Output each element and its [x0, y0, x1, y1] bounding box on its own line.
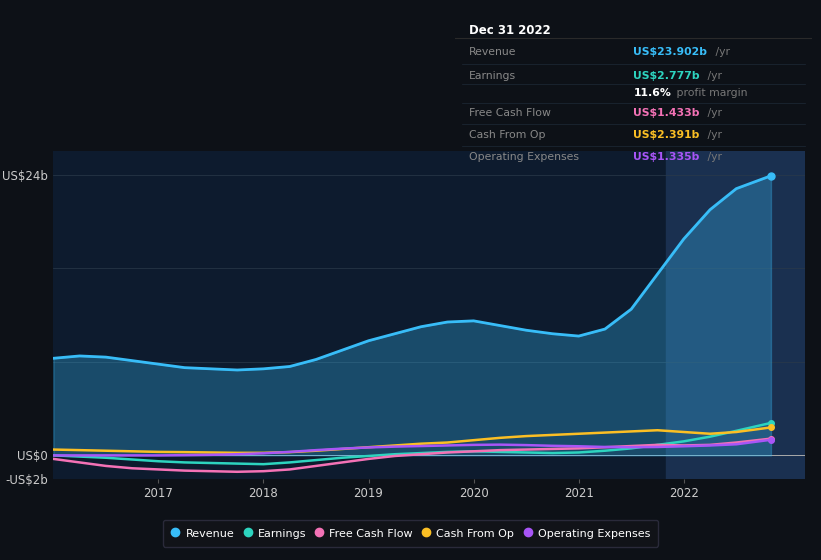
Text: profit margin: profit margin — [672, 88, 747, 98]
Text: /yr: /yr — [704, 71, 722, 81]
Text: US$1.335b: US$1.335b — [634, 152, 699, 162]
Text: 11.6%: 11.6% — [634, 88, 672, 98]
Text: US$23.902b: US$23.902b — [634, 47, 708, 57]
Text: US$1.433b: US$1.433b — [634, 108, 699, 118]
Text: US$2.777b: US$2.777b — [634, 71, 700, 81]
Text: Operating Expenses: Operating Expenses — [469, 152, 579, 162]
Text: Cash From Op: Cash From Op — [469, 130, 546, 140]
Text: /yr: /yr — [704, 108, 722, 118]
Text: /yr: /yr — [704, 130, 722, 140]
Text: Earnings: Earnings — [469, 71, 516, 81]
Text: /yr: /yr — [704, 152, 722, 162]
Text: Free Cash Flow: Free Cash Flow — [469, 108, 551, 118]
Legend: Revenue, Earnings, Free Cash Flow, Cash From Op, Operating Expenses: Revenue, Earnings, Free Cash Flow, Cash … — [163, 520, 658, 547]
Text: Revenue: Revenue — [469, 47, 516, 57]
Text: /yr: /yr — [712, 47, 730, 57]
Bar — [666, 151, 805, 479]
Text: US$2.391b: US$2.391b — [634, 130, 699, 140]
Text: Dec 31 2022: Dec 31 2022 — [469, 24, 551, 37]
